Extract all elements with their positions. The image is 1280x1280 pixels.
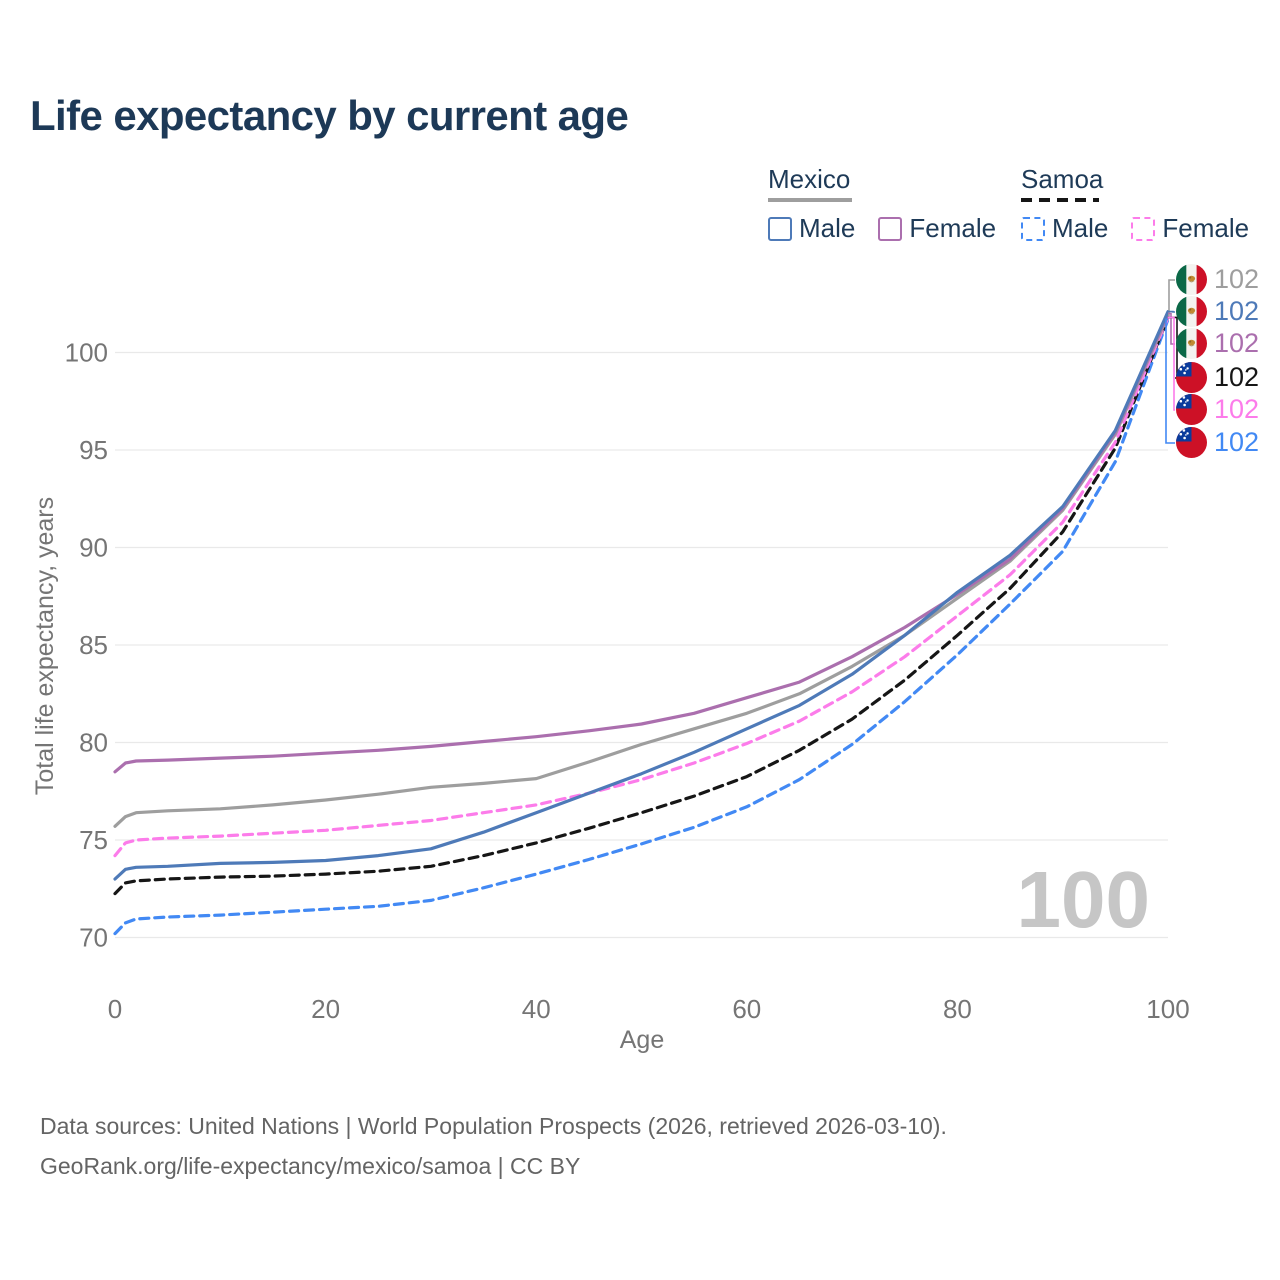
y-axis-title: Total life expectancy, years [31,496,59,796]
page-title: Life expectancy by current age [30,92,629,139]
end-label-row-mexico-female: 102 [1176,328,1259,359]
footer: Data sources: United Nations | World Pop… [40,1106,947,1186]
samoa-male-swatch [1021,216,1045,241]
samoa-flag-icon [1176,427,1207,458]
end-label-connector [1168,279,1175,317]
y-tick-label: 75 [79,825,108,855]
end-label-row-samoa-total: 102 [1176,362,1259,393]
legend-item-samoa-male[interactable]: Male [1021,213,1108,244]
y-tick-label: 90 [79,533,108,563]
x-tick-label: 0 [108,994,122,1024]
legend-item-label-samoa-female: Female [1162,213,1250,243]
y-tick-label: 95 [79,435,108,465]
end-label-row-samoa-female: 102 [1176,394,1259,425]
end-value-mexico-male: 102 [1214,296,1260,326]
mexico-female-swatch [878,216,903,241]
footer-attribution: GeoRank.org/life-expectancy/mexico/samoa… [40,1153,581,1179]
legend-group-samoa: Samoa Male Female [1021,164,1249,244]
x-tick-label: 60 [732,994,761,1024]
y-tick-label: 80 [79,728,108,758]
samoa-female-swatch [1131,216,1156,241]
y-tick-label: 100 [65,338,108,368]
y-tick-label: 85 [79,630,108,660]
series-line-samoa-male[interactable] [113,317,1170,936]
series-line-mexico-male[interactable] [113,310,1170,881]
legend-country-label-mexico: Mexico [768,164,851,194]
end-label-connector [1168,312,1175,345]
end-value-samoa-female: 102 [1214,394,1260,424]
end-label-row-mexico-total: 102 [1176,264,1259,295]
mexico-line-style-swatch [768,198,852,202]
end-label-row-mexico-male: 102 [1176,296,1259,327]
end-label-row-samoa-male: 102 [1176,427,1259,458]
footer-data-sources: Data sources: United Nations | World Pop… [40,1113,947,1139]
x-tick-label: 100 [1146,994,1189,1024]
x-tick-label: 40 [522,994,551,1024]
end-value-mexico-total: 102 [1214,264,1260,294]
x-axis-title: Age [619,1026,665,1054]
mexico-flag-icon [1176,264,1207,295]
legend-item-mexico-female[interactable]: Female [878,213,996,244]
samoa-flag-icon [1176,394,1207,425]
x-tick-label: 80 [943,994,972,1024]
legend-country-mexico: Mexico [768,164,996,202]
hovered-age-watermark: 100 [1016,855,1150,944]
x-tick-label: 20 [311,994,340,1024]
end-label-connector [1165,318,1175,444]
series-line-mexico-female[interactable] [113,311,1170,774]
end-value-mexico-female: 102 [1214,328,1260,358]
legend-item-samoa-female[interactable]: Female [1131,213,1249,244]
mexico-flag-icon [1176,296,1207,327]
end-label-connector [1168,316,1175,411]
mexico-male-swatch [768,216,792,241]
y-tick-label: 70 [79,923,108,953]
legend-country-label-samoa: Samoa [1021,164,1104,194]
legend-country-samoa: Samoa [1021,164,1249,202]
samoa-line-style-swatch [1021,198,1099,202]
end-value-samoa-total: 102 [1214,362,1260,392]
series-line-samoa-total[interactable] [113,315,1170,896]
samoa-flag-icon [1176,362,1207,393]
legend-item-mexico-male[interactable]: Male [768,213,855,244]
series-line-mexico-total[interactable] [113,313,1170,828]
end-value-samoa-male: 102 [1214,427,1260,457]
legend-group-mexico: Mexico Male Female [768,164,996,244]
legend-item-label-mexico-female: Female [909,213,997,243]
legend-item-label-mexico-male: Male [799,213,856,243]
legend-item-label-samoa-male: Male [1052,213,1109,243]
mexico-flag-icon [1176,328,1207,359]
